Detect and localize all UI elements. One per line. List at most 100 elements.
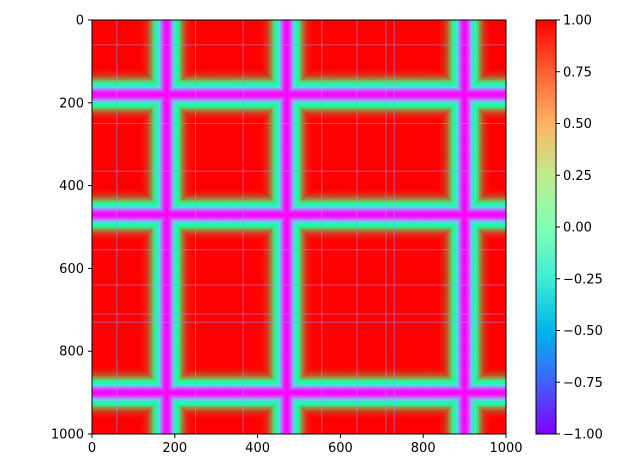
heatmap-cell [162,281,164,283]
heatmap-cell [133,227,135,229]
heatmap-cell [146,295,148,297]
heatmap-cell [156,380,158,382]
heatmap-cell [100,74,102,76]
heatmap-cell [138,374,140,376]
heatmap-cell [146,227,148,229]
heatmap-cell [150,76,152,78]
heatmap-cell [140,84,142,86]
heatmap-cell [162,430,164,432]
heatmap-cell [167,297,169,299]
heatmap-cell [98,204,100,206]
heatmap-cell [164,316,166,318]
heatmap-cell [150,349,152,351]
heatmap-cell [133,401,135,403]
heatmap-cell [138,368,140,370]
heatmap-cell [167,24,169,26]
heatmap-cell [173,92,175,94]
heatmap-cell [102,80,104,82]
heatmap-cell [138,403,140,405]
heatmap-cell [144,223,146,225]
heatmap-cell [162,273,164,275]
heatmap-cell [158,328,160,330]
heatmap-cell [152,328,154,330]
heatmap-cell [173,368,175,370]
heatmap-cell [173,57,175,59]
heatmap-cell [125,70,127,72]
heatmap-cell [169,262,171,264]
heatmap-cell [160,181,162,183]
heatmap-cell [133,192,135,194]
heatmap-cell [146,270,148,272]
heatmap-cell [156,397,158,399]
heatmap-cell [158,24,160,26]
heatmap-cell [156,241,158,243]
heatmap-cell [131,372,133,374]
heatmap-cell [125,210,127,212]
heatmap-cell [142,101,144,103]
heatmap-cell [148,299,150,301]
heatmap-cell [106,415,108,417]
heatmap-cell [135,72,137,74]
heatmap-cell [156,281,158,283]
heatmap-cell [131,105,133,107]
heatmap-cell [127,231,129,233]
heatmap-cell [100,90,102,92]
heatmap-cell [146,24,148,26]
heatmap-cell [148,376,150,378]
heatmap-cell [142,61,144,63]
heatmap-cell [119,397,121,399]
heatmap-cell [123,386,125,388]
heatmap-cell [154,146,156,148]
heatmap-cell [129,370,131,372]
heatmap-cell [102,231,104,233]
heatmap-cell [169,39,171,41]
heatmap-cell [129,411,131,413]
heatmap-cell [140,382,142,384]
heatmap-cell [154,61,156,63]
heatmap-cell [169,68,171,70]
heatmap-cell [148,339,150,341]
heatmap-cell [156,130,158,132]
heatmap-cell [156,132,158,134]
heatmap-cell [173,254,175,256]
heatmap-cell [98,210,100,212]
heatmap-cell [152,28,154,30]
heatmap-cell [135,90,137,92]
heatmap-cell [150,82,152,84]
heatmap-cell [164,349,166,351]
heatmap-cell [162,388,164,390]
heatmap-cell [125,386,127,388]
heatmap-cell [133,233,135,235]
heatmap-cell [150,26,152,28]
heatmap-cell [148,388,150,390]
heatmap-cell [94,382,96,384]
heatmap-cell [169,202,171,204]
heatmap-cell [152,113,154,115]
heatmap-cell [144,161,146,163]
heatmap-cell [121,415,123,417]
heatmap-cell [104,88,106,90]
heatmap-cell [167,225,169,227]
heatmap-cell [167,413,169,415]
heatmap-cell [169,150,171,152]
heatmap-cell [156,223,158,225]
heatmap-cell [150,244,152,246]
heatmap-cell [167,136,169,138]
heatmap-cell [142,405,144,407]
heatmap-cell [171,109,173,111]
heatmap-cell [154,130,156,132]
heatmap-cell [142,26,144,28]
heatmap-cell [148,370,150,372]
heatmap-cell [119,413,121,415]
heatmap-cell [106,380,108,382]
heatmap-cell [160,190,162,192]
heatmap-cell [158,258,160,260]
heatmap-cell [113,84,115,86]
heatmap-cell [169,90,171,92]
heatmap-cell [98,84,100,86]
heatmap-cell [148,53,150,55]
heatmap-cell [140,411,142,413]
heatmap-cell [133,99,135,101]
heatmap-cell [113,217,115,219]
heatmap-cell [158,306,160,308]
